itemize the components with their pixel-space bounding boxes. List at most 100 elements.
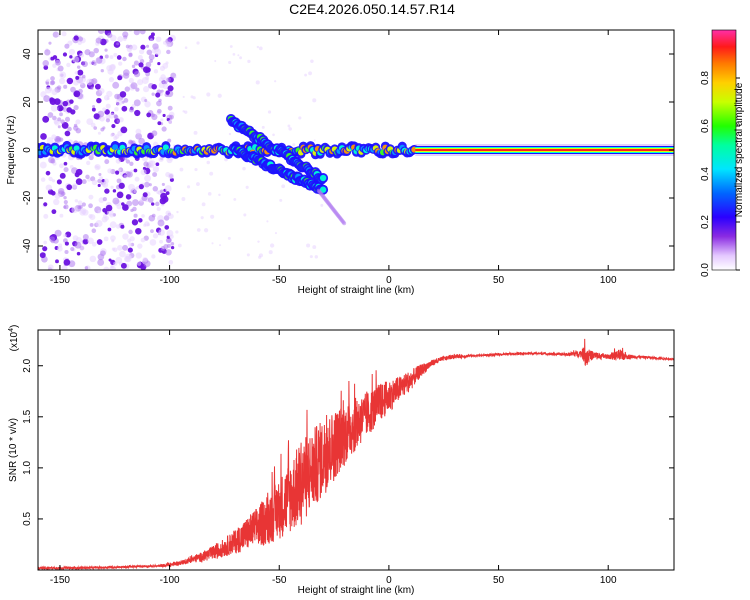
heatmap-cell [138,62,144,68]
heatmap-cell [85,174,90,180]
heatmap-cell [74,199,79,203]
heatmap-cell [304,73,308,77]
heatmap-cell [151,83,157,90]
heatmap-cell [142,86,150,93]
heatmap-cell [43,213,49,219]
heatmap-cell [308,71,313,76]
heatmap-cell [110,133,114,137]
heatmap-cell [54,229,62,237]
heatmap-cell [131,64,136,69]
heatmap-cell [217,93,222,98]
heatmap-cell [112,189,117,193]
heatmap-cell [95,37,102,44]
heatmap-cell [105,118,111,123]
heatmap-cell [112,197,120,205]
heatmap-cell [110,185,114,189]
spectrogram-xtick-label: -100 [160,275,180,286]
heatmap-cell [115,170,120,175]
heatmap-cell [228,60,232,65]
heatmap-cell [314,255,319,259]
heatmap-cell [104,188,110,194]
heatmap-cell [157,121,162,126]
heatmap-cell [125,44,130,49]
heatmap-cell [93,126,98,130]
heatmap-cell [97,259,105,266]
heatmap-cell [116,119,120,123]
heatmap-cell [43,202,48,207]
heatmap-cell [157,61,161,66]
heatmap-cell [84,266,89,270]
heatmap-cell [123,98,129,103]
colorbar-gradient [711,29,737,271]
heatmap-cell [237,54,240,57]
snr-xtick-label: 0 [386,575,392,586]
heatmap-cell [122,72,130,79]
heatmap-cell [306,243,311,248]
heatmap-cell [43,240,48,245]
heatmap-cell [146,222,150,227]
heatmap-cell [100,127,105,132]
heatmap-cell [97,131,101,135]
heatmap-cell [42,246,48,252]
heatmap-cell [59,172,66,179]
heatmap-cell [97,209,101,214]
heatmap-cell [141,214,145,218]
heatmap-cell [257,240,260,243]
heatmap-cell [309,255,313,259]
heatmap-cell [106,32,113,38]
heatmap-cell [170,245,175,250]
heatmap-cell [113,52,118,57]
heatmap-cell [63,205,67,209]
heatmap-cell [63,195,67,200]
heatmap-cell [158,81,166,89]
heatmap-cell [90,122,96,128]
snr-xlabel: Height of straight line (km) [298,585,415,596]
heatmap-cell [152,165,160,173]
heatmap-cell [157,219,165,227]
heatmap-cell [133,30,140,36]
heatmap-cell [44,49,51,56]
heatmap-cell [49,98,57,105]
heatmap-cell [269,243,275,248]
heatmap-cell [319,174,327,182]
heatmap-cell [274,232,277,235]
heatmap-cell [123,255,131,262]
spectrogram-heatmap [38,30,674,270]
heatmap-cell [76,251,81,256]
heatmap-cell [228,132,232,136]
heatmap-cell [96,165,100,170]
heatmap-cell [95,220,103,228]
heatmap-cell [73,123,78,128]
heatmap-cell [102,196,107,202]
heatmap-cell [51,209,57,215]
heatmap-cell [118,61,123,66]
heatmap-cell [108,77,115,83]
heatmap-cell [166,156,173,164]
heatmap-cell [55,259,59,264]
heatmap-cell [232,53,236,56]
heatmap-cell [155,201,160,207]
heatmap-cell [130,208,134,212]
heatmap-cell [81,179,87,185]
heatmap-cell [137,55,143,61]
heatmap-cell [146,112,152,118]
heatmap-cell [149,239,157,246]
heatmap-cell [66,184,73,191]
heatmap-cell [66,77,74,85]
heatmap-cell [279,198,283,202]
heatmap-cell [50,158,56,164]
heatmap-cell [96,239,103,245]
spectrogram-panel: -150 -100 -50 0 50 100 -40 -20 0 20 40 Height of s… [6,29,675,296]
heatmap-cell [164,225,170,230]
heatmap-cell [77,200,83,205]
heatmap-cell [111,247,116,251]
heatmap-cell [66,62,71,68]
heatmap-cell [50,56,55,61]
heatmap-cell [64,241,69,246]
heatmap-cell [50,76,55,81]
heatmap-cell [125,194,132,200]
heatmap-cell [116,42,120,46]
heatmap-cell [121,105,128,112]
colorbar-tick-label: 0.4 [700,167,711,181]
heatmap-cell [165,61,169,65]
